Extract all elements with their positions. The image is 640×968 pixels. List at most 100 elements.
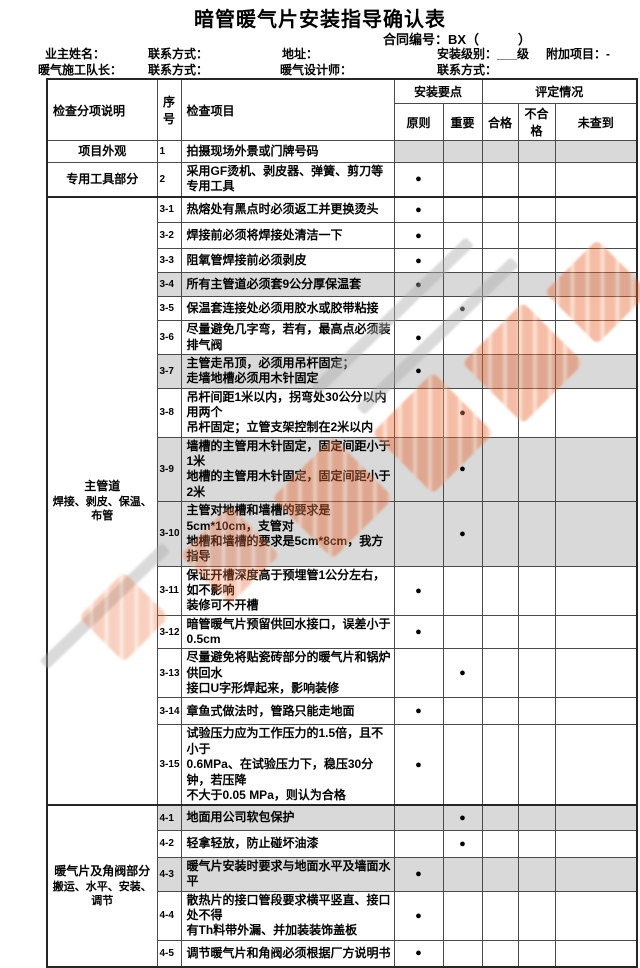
eval-qualified-cell[interactable] bbox=[481, 222, 519, 250]
check-item-text: 章鱼式做法时，管路只能走地面 bbox=[180, 697, 395, 726]
eval-not-checked-cell[interactable] bbox=[554, 856, 638, 892]
eval-qualified-cell[interactable] bbox=[481, 829, 519, 858]
table-row: 主管道 焊接、剥皮、保温、布管 3-1 热熔处有黑点时必须返工并更换烫头 ● bbox=[46, 195, 638, 806]
eval-unqualified-cell[interactable] bbox=[517, 296, 556, 322]
mark-principle-cell: ● bbox=[393, 272, 444, 298]
eval-unqualified-cell[interactable] bbox=[517, 829, 556, 858]
eval-unqualified-cell[interactable] bbox=[517, 804, 556, 831]
row-number: 3-3 bbox=[156, 248, 182, 274]
category-cell: 专用工具部分 bbox=[46, 161, 158, 198]
category-cell: 项目外观 bbox=[46, 140, 158, 163]
eval-qualified-cell[interactable] bbox=[481, 353, 519, 389]
eval-not-checked-cell[interactable] bbox=[554, 724, 638, 806]
eval-unqualified-cell[interactable] bbox=[517, 565, 556, 616]
mark-principle-cell: ● bbox=[393, 724, 444, 806]
eval-not-checked-cell[interactable] bbox=[554, 296, 638, 322]
eval-not-checked-cell[interactable] bbox=[554, 648, 638, 699]
eval-unqualified-cell[interactable] bbox=[517, 648, 556, 699]
category-name: 专用工具部分 bbox=[66, 171, 139, 186]
eval-qualified-cell[interactable] bbox=[481, 890, 519, 941]
check-item-text: 焊接前必须将焊接处清洁一下 bbox=[180, 222, 395, 250]
row-number: 3-6 bbox=[156, 320, 182, 355]
eval-not-checked-cell[interactable] bbox=[554, 272, 638, 298]
check-item-text: 保温套连接处必须用胶水或胶带粘接 bbox=[180, 296, 395, 322]
row-number: 1 bbox=[156, 140, 182, 163]
check-item-text: 保证开槽深度高于预埋管1公分左右，如不影响 装修可不开槽 bbox=[180, 565, 395, 616]
eval-unqualified-cell[interactable] bbox=[517, 195, 556, 224]
category-name: 暖气片及角阀部分 bbox=[54, 864, 151, 879]
eval-not-checked-cell[interactable] bbox=[554, 195, 638, 224]
row-number: 3-10 bbox=[156, 501, 182, 567]
eval-qualified-cell[interactable] bbox=[481, 939, 519, 968]
eval-unqualified-cell[interactable] bbox=[517, 248, 556, 274]
mark-principle-cell: ● bbox=[393, 890, 444, 941]
eval-not-checked-cell[interactable] bbox=[554, 320, 638, 355]
row-number: 3-2 bbox=[156, 222, 182, 250]
mark-important-cell: ● bbox=[442, 648, 483, 699]
header-install-points: 安装要点 bbox=[393, 78, 483, 104]
eval-not-checked-cell[interactable] bbox=[554, 565, 638, 616]
mark-principle-cell bbox=[393, 829, 444, 858]
eval-not-checked-cell[interactable] bbox=[554, 939, 638, 968]
eval-not-checked-cell[interactable] bbox=[554, 161, 638, 198]
eval-qualified-cell[interactable] bbox=[481, 697, 519, 726]
row-number: 4-4 bbox=[156, 890, 182, 941]
table-row: 3-9 墙槽的主管用木针固定，固定间距小于1米 地槽的主管用木针固定，固定间距小于… bbox=[47, 436, 638, 503]
eval-qualified-cell[interactable] bbox=[481, 140, 519, 163]
eval-not-checked-cell[interactable] bbox=[554, 501, 638, 567]
eval-unqualified-cell[interactable] bbox=[517, 320, 556, 355]
eval-qualified-cell[interactable] bbox=[481, 436, 519, 503]
mark-important-cell bbox=[442, 161, 483, 198]
eval-qualified-cell[interactable] bbox=[481, 614, 519, 650]
eval-not-checked-cell[interactable] bbox=[554, 387, 638, 438]
eval-not-checked-cell[interactable] bbox=[554, 222, 638, 250]
eval-not-checked-cell[interactable] bbox=[554, 353, 638, 389]
eval-not-checked-cell[interactable] bbox=[554, 890, 638, 941]
eval-unqualified-cell[interactable] bbox=[517, 697, 556, 726]
mark-principle-cell bbox=[393, 296, 444, 322]
eval-qualified-cell[interactable] bbox=[481, 195, 519, 224]
row-number: 3-15 bbox=[156, 724, 182, 806]
check-item-text: 试验压力应为工作压力的1.5倍，且不小于 0.6MPa、在试验压力下，稳压30分… bbox=[180, 724, 395, 806]
eval-qualified-cell[interactable] bbox=[481, 565, 519, 616]
eval-unqualified-cell[interactable] bbox=[517, 222, 556, 250]
eval-not-checked-cell[interactable] bbox=[554, 436, 638, 503]
eval-not-checked-cell[interactable] bbox=[554, 697, 638, 726]
eval-qualified-cell[interactable] bbox=[481, 501, 519, 567]
eval-unqualified-cell[interactable] bbox=[517, 890, 556, 941]
eval-not-checked-cell[interactable] bbox=[554, 829, 638, 858]
eval-unqualified-cell[interactable] bbox=[517, 856, 556, 892]
eval-unqualified-cell[interactable] bbox=[517, 436, 556, 503]
eval-qualified-cell[interactable] bbox=[481, 248, 519, 274]
header-row-2: 原则 重要 合格 不合格 未查到 bbox=[47, 103, 638, 141]
mark-principle-cell: ● bbox=[393, 320, 444, 355]
eval-not-checked-cell[interactable] bbox=[554, 140, 638, 163]
eval-qualified-cell[interactable] bbox=[481, 804, 519, 831]
eval-unqualified-cell[interactable] bbox=[517, 501, 556, 567]
eval-unqualified-cell[interactable] bbox=[517, 353, 556, 389]
eval-unqualified-cell[interactable] bbox=[517, 272, 556, 298]
mark-important-cell: ● bbox=[442, 804, 483, 831]
eval-not-checked-cell[interactable] bbox=[554, 804, 638, 831]
eval-unqualified-cell[interactable] bbox=[517, 161, 556, 198]
mark-important-cell bbox=[442, 856, 483, 892]
eval-not-checked-cell[interactable] bbox=[554, 614, 638, 650]
eval-qualified-cell[interactable] bbox=[481, 161, 519, 198]
eval-qualified-cell[interactable] bbox=[481, 296, 519, 322]
eval-unqualified-cell[interactable] bbox=[517, 614, 556, 650]
eval-qualified-cell[interactable] bbox=[481, 387, 519, 438]
eval-qualified-cell[interactable] bbox=[481, 724, 519, 806]
eval-unqualified-cell[interactable] bbox=[517, 724, 556, 806]
eval-qualified-cell[interactable] bbox=[481, 320, 519, 355]
eval-qualified-cell[interactable] bbox=[481, 648, 519, 699]
eval-unqualified-cell[interactable] bbox=[517, 140, 556, 163]
eval-qualified-cell[interactable] bbox=[481, 856, 519, 892]
table-row: 3-14 章鱼式做法时，管路只能走地面 ● bbox=[47, 697, 638, 726]
mark-principle-cell: ● bbox=[393, 565, 444, 616]
eval-unqualified-cell[interactable] bbox=[517, 939, 556, 968]
eval-unqualified-cell[interactable] bbox=[517, 387, 556, 438]
eval-not-checked-cell[interactable] bbox=[554, 248, 638, 274]
row-number: 4-3 bbox=[156, 856, 182, 892]
eval-qualified-cell[interactable] bbox=[481, 272, 519, 298]
header-important: 重要 bbox=[442, 103, 483, 141]
